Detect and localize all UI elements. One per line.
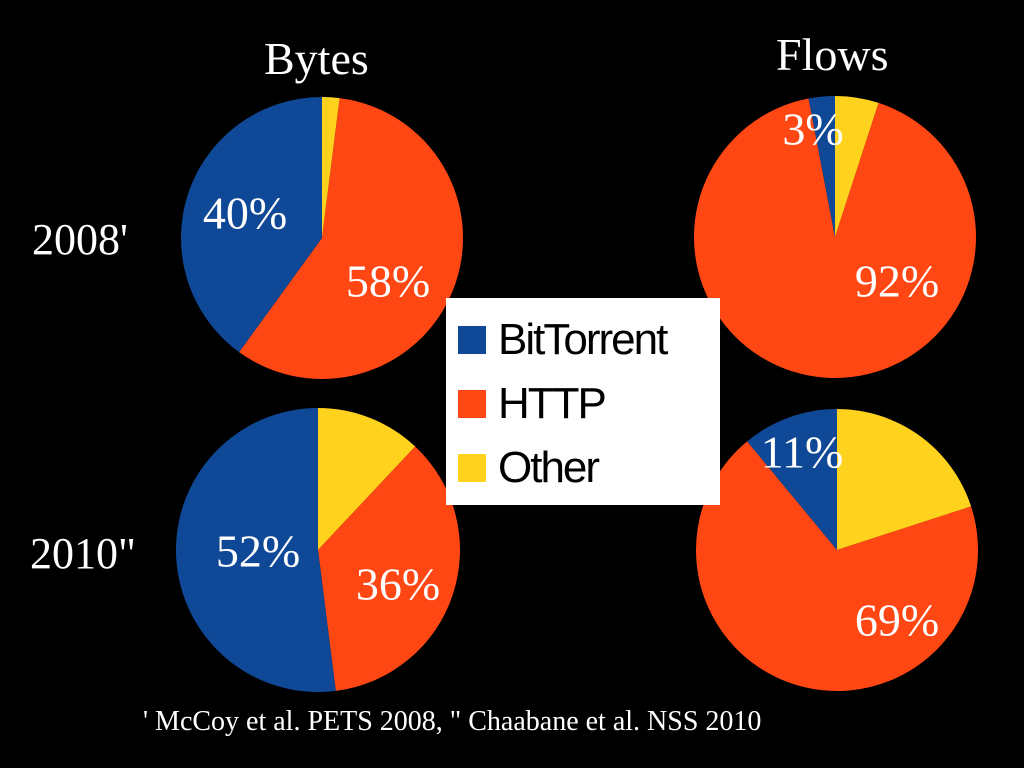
- legend-label-bittorrent: BitTorrent: [498, 315, 668, 364]
- pie-slice-other: [835, 96, 879, 237]
- pie-label-bittorrent: 11%: [761, 427, 844, 478]
- pie-label-http: 58%: [346, 256, 430, 307]
- pie-flows-2008: 3% 92%: [694, 96, 976, 378]
- pie-slice-other: [322, 97, 340, 238]
- legend-label-other: Other: [498, 443, 600, 492]
- legend-item-other: Other: [458, 443, 600, 492]
- pie-slice-bittorrent: [747, 409, 837, 550]
- pie-bytes-2008: 40% 58%: [180, 97, 463, 380]
- pie-label-bittorrent: 52%: [216, 526, 300, 577]
- legend: BitTorrent HTTP Other: [446, 298, 720, 505]
- pie-slice-bittorrent: [180, 97, 322, 353]
- pie-slice-other: [837, 409, 972, 550]
- legend-swatch-other: [458, 454, 486, 482]
- legend-swatch-bittorrent: [458, 326, 486, 354]
- row-label-2010: 2010": [30, 529, 136, 578]
- footnote-citation: ' McCoy et al. PETS 2008, " Chaabane et …: [143, 706, 762, 737]
- legend-item-http: HTTP: [458, 379, 607, 428]
- row-label-2008: 2008': [32, 215, 128, 264]
- pie-slice-http: [696, 441, 978, 691]
- column-title-bytes: Bytes: [264, 33, 369, 84]
- pie-bytes-2010: 52% 36%: [176, 408, 460, 692]
- legend-item-bittorrent: BitTorrent: [458, 315, 668, 364]
- pie-slice-http: [239, 98, 463, 380]
- pie-label-bittorrent: 3%: [782, 104, 843, 155]
- pie-slice-other: [318, 408, 416, 550]
- pie-slice-bittorrent: [176, 408, 336, 692]
- pie-flows-2010: 11% 69%: [696, 409, 978, 691]
- pie-label-http: 69%: [855, 595, 939, 646]
- pie-slice-bittorrent: [808, 96, 835, 237]
- legend-label-http: HTTP: [498, 379, 607, 428]
- legend-swatch-http: [458, 390, 486, 418]
- pie-label-http: 92%: [855, 256, 939, 307]
- pie-slice-http: [318, 446, 460, 691]
- column-title-flows: Flows: [776, 29, 889, 80]
- pie-label-bittorrent: 40%: [203, 188, 287, 239]
- pie-label-http: 36%: [356, 559, 440, 610]
- pie-slice-http: [694, 98, 976, 378]
